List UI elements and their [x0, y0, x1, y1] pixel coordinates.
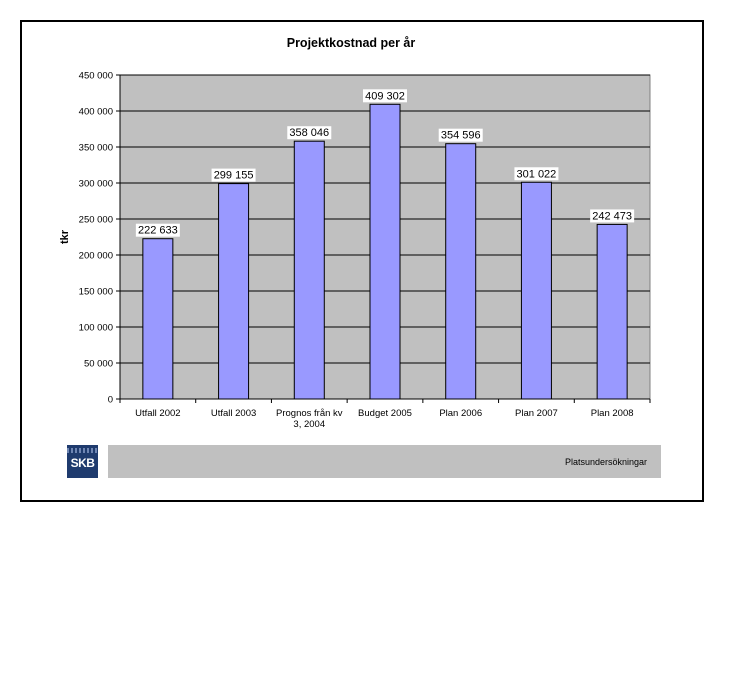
bars	[142, 103, 628, 400]
logo-stripe-decoration	[67, 448, 98, 453]
logo-text: SKB	[70, 456, 95, 470]
value-label-background	[514, 167, 559, 181]
y-axis-label: tkr	[59, 229, 71, 244]
bar	[142, 238, 174, 400]
y-tick-label: 150 000	[79, 287, 113, 298]
value-label-background	[211, 168, 256, 182]
value-label: 299 155	[214, 170, 254, 182]
y-tick-label: 50 000	[84, 359, 113, 370]
chart-title: Projektkostnad per år	[287, 36, 416, 50]
x-tick-label-line: Prognos från kv	[276, 408, 343, 419]
value-label-background	[135, 223, 180, 237]
x-tick-label-line: Plan 2008	[591, 408, 634, 419]
x-tick-label: Utfall 2003	[211, 408, 256, 419]
value-label-background	[438, 128, 483, 142]
x-tick-label-line: 3, 2004	[293, 419, 325, 430]
value-label: 409 302	[365, 90, 405, 102]
x-tick-label: Plan 2007	[515, 408, 558, 419]
value-label-background	[590, 209, 635, 223]
x-tick-label-line: Plan 2007	[515, 408, 558, 419]
x-tick-label-line: Utfall 2003	[211, 408, 256, 419]
x-tick-label: Prognos från kv 3, 2004	[276, 408, 343, 430]
bar	[445, 143, 477, 400]
bar	[520, 181, 552, 400]
x-tick-label: Plan 2008	[591, 408, 634, 419]
value-label: 301 022	[517, 168, 557, 180]
y-tick-label: 250 000	[79, 215, 113, 226]
value-label: 222 633	[138, 225, 178, 237]
y-tick-label: 0	[108, 395, 113, 406]
value-label-background	[287, 126, 332, 140]
x-tick-label-line: Utfall 2002	[135, 408, 180, 419]
y-axis-ticks: 0 50 000 100 000 150 000 200 000 250 000 300 0…	[79, 71, 120, 406]
value-label: 242 473	[592, 210, 632, 222]
y-tick-label: 400 000	[79, 107, 113, 118]
value-labels: 222 633 299 155 358 046 409 302 354 596 301 0…	[135, 89, 635, 237]
x-tick-label-line: Budget 2005	[358, 408, 412, 419]
y-tick-label: 350 000	[79, 143, 113, 154]
x-tick-label: Budget 2005	[358, 408, 412, 419]
value-label-background	[363, 89, 407, 103]
x-tick-label: Utfall 2002	[135, 408, 180, 419]
skb-logo: SKB	[67, 445, 98, 478]
bar	[293, 140, 325, 400]
y-tick-label: 200 000	[79, 251, 113, 262]
footer-bar: Platsundersökningar	[108, 445, 661, 478]
y-tick-label: 300 000	[79, 179, 113, 190]
bar	[218, 183, 250, 400]
value-label: 358 046	[289, 127, 329, 139]
bar	[596, 223, 628, 400]
value-label: 354 596	[441, 130, 481, 142]
footer-label: Platsundersökningar	[564, 457, 647, 467]
x-tick-label-line: Plan 2006	[439, 408, 482, 419]
y-tick-label: 450 000	[79, 71, 113, 82]
bar	[369, 103, 401, 400]
x-tick-label: Plan 2006	[439, 408, 482, 419]
y-tick-label: 100 000	[79, 323, 113, 334]
x-axis-ticks: Utfall 2002 Utfall 2003 Prognos från kv 3, …	[119, 399, 651, 430]
